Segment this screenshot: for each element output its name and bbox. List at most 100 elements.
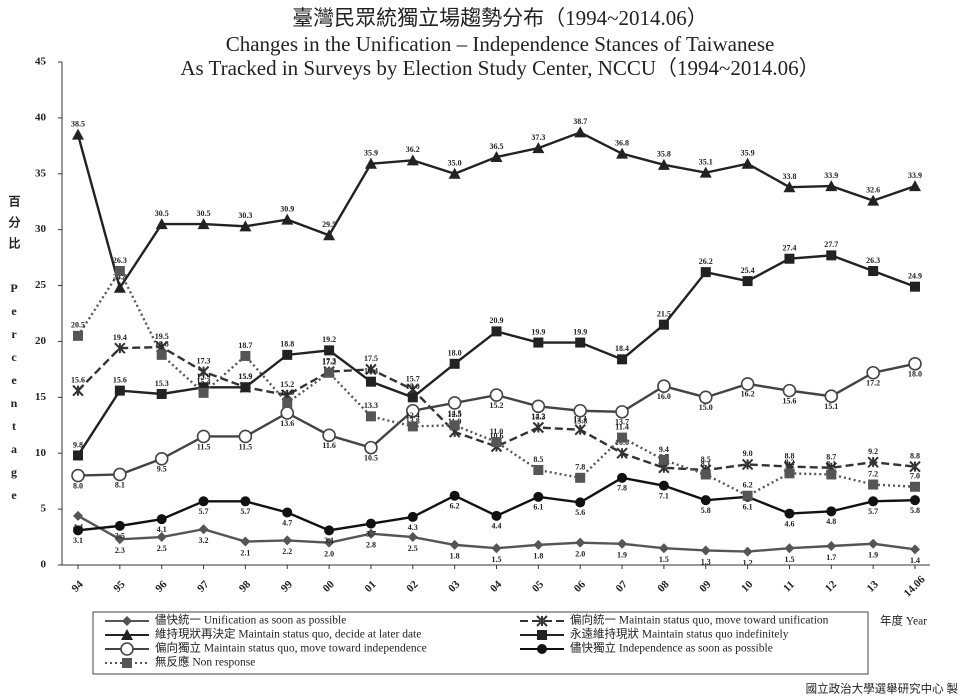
data-point [741, 157, 754, 169]
data-label: 14.5 [448, 409, 462, 418]
data-point [365, 518, 376, 529]
data-point [198, 496, 209, 507]
data-label: 1.8 [450, 552, 460, 561]
data-point [324, 367, 335, 378]
data-point [741, 458, 754, 471]
data-point [826, 469, 837, 480]
data-point [406, 154, 419, 166]
data-label: 30.5 [197, 209, 211, 218]
data-point [826, 250, 837, 261]
data-point [282, 397, 293, 408]
data-label: 7.8 [617, 484, 627, 493]
data-point [449, 358, 460, 369]
data-label: 4.4 [492, 522, 502, 531]
data-point [240, 382, 251, 393]
data-point [910, 544, 920, 555]
data-point [868, 479, 879, 490]
data-label: 30.3 [238, 211, 252, 220]
data-point [658, 319, 669, 330]
data-label: 8.2 [784, 458, 794, 467]
data-label: 18.4 [615, 344, 629, 353]
data-label: 33.8 [782, 172, 796, 181]
data-label: 4.8 [826, 517, 836, 526]
data-label: 8.1 [701, 459, 711, 468]
data-label: 15.0 [699, 403, 713, 412]
data-label: 36.5 [490, 142, 504, 151]
data-point [405, 403, 420, 418]
data-label: 9.5 [157, 465, 167, 474]
data-label: 27.4 [782, 244, 796, 253]
data-point [740, 377, 755, 391]
y-axis-label: 百分比 Percentage [7, 195, 21, 511]
x-tick-label: 97 [195, 578, 212, 595]
y-tick-label: 5 [41, 503, 47, 515]
data-label: 7.2 [868, 469, 878, 478]
x-tick-label: 01 [362, 579, 378, 595]
legend-marker [120, 642, 134, 656]
data-label: 3.5 [115, 532, 125, 541]
data-point [72, 384, 84, 397]
data-label: 38.5 [71, 119, 85, 128]
data-label: 21.5 [657, 310, 671, 319]
data-point [575, 337, 586, 348]
data-point [365, 363, 377, 376]
data-point [742, 276, 753, 287]
data-point [113, 467, 127, 482]
series-line [76, 268, 916, 498]
y-tick-label: 40 [35, 111, 47, 123]
data-label: 15.0 [406, 382, 420, 391]
data-point [784, 468, 795, 479]
data-point [407, 421, 418, 432]
data-label: 10.6 [490, 431, 504, 440]
data-label: 4.1 [157, 525, 167, 534]
data-point [491, 326, 502, 337]
data-label: 24.9 [908, 272, 922, 281]
legend-label: 偏向統一 Maintain status quo, move toward un… [570, 613, 829, 627]
data-point [657, 379, 671, 393]
data-label: 8.8 [910, 451, 920, 460]
data-point [324, 525, 335, 536]
data-label: 2.0 [324, 549, 334, 558]
data-point [364, 157, 377, 169]
x-tick-label: 09 [697, 578, 714, 595]
legend-marker [122, 658, 132, 668]
data-point [198, 387, 209, 398]
data-label: 6.2 [450, 502, 460, 511]
data-point [491, 510, 502, 521]
data-point [156, 532, 167, 543]
data-point [575, 472, 586, 483]
chart-subtitle: Changes in the Unification – Independenc… [226, 32, 775, 56]
data-label: 3.1 [324, 536, 334, 545]
data-label: 2.0 [575, 549, 585, 558]
data-label: 11.5 [239, 442, 253, 451]
data-point [156, 514, 167, 525]
data-label: 6.1 [533, 503, 543, 512]
data-label: 11.0 [490, 427, 504, 436]
data-label: 1.9 [617, 551, 627, 560]
data-point [616, 447, 628, 459]
data-label: 1.5 [784, 555, 794, 564]
data-label: 36.8 [615, 138, 629, 147]
x-tick-label: 96 [153, 578, 170, 595]
data-label: 17.5 [364, 354, 378, 363]
y-tick-label: 20 [35, 335, 47, 347]
data-label: 2.1 [240, 548, 250, 557]
data-label: 35.9 [364, 149, 378, 158]
data-label: 16.0 [657, 392, 671, 401]
data-label: 1.5 [492, 555, 502, 564]
x-tick-label: 03 [446, 578, 463, 595]
data-label: 5.7 [240, 507, 250, 516]
data-label: 26.3 [866, 256, 880, 265]
data-label: 15.6 [782, 396, 796, 405]
data-label: 2.5 [408, 544, 418, 553]
data-point [658, 543, 669, 554]
data-point [700, 469, 711, 480]
data-label: 13.7 [615, 418, 629, 427]
x-tick-label: 06 [572, 578, 589, 595]
data-label: 15.9 [238, 372, 252, 381]
data-point [617, 538, 628, 549]
data-point [490, 151, 503, 163]
data-point [448, 167, 461, 179]
data-label: 4.7 [282, 518, 292, 527]
